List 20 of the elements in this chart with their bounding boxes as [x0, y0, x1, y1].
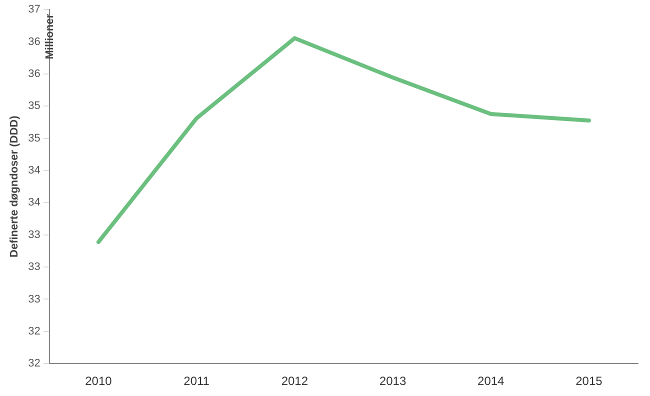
y-tick-label: 34 — [28, 196, 40, 209]
y-tick-label: 35 — [28, 132, 40, 144]
y-tick-label: 34 — [28, 164, 40, 177]
x-tick-label: 2013 — [379, 374, 406, 388]
x-tick-label: 2014 — [478, 374, 505, 388]
y-tick-label: 33 — [28, 228, 40, 241]
annotation: Millioner — [44, 13, 56, 60]
x-tick-label: 2015 — [576, 374, 603, 388]
y-axis-title: Definerte døgndoser (DDD) — [8, 115, 21, 258]
x-tick-label: 2011 — [184, 374, 210, 388]
y-tick-label: 35 — [28, 100, 40, 112]
x-tick-label: 2010 — [85, 374, 112, 388]
x-tick-label: 2012 — [281, 374, 308, 388]
y-tick-label: 36 — [28, 68, 40, 80]
y-tick-label: 33 — [28, 261, 40, 274]
y-tick-label: 33 — [28, 293, 40, 306]
y-tick-label: 36 — [28, 36, 40, 48]
y-tick-label: 32 — [28, 358, 40, 370]
y-tick-label: 37 — [28, 4, 40, 16]
y-tick-label: 32 — [28, 325, 40, 338]
